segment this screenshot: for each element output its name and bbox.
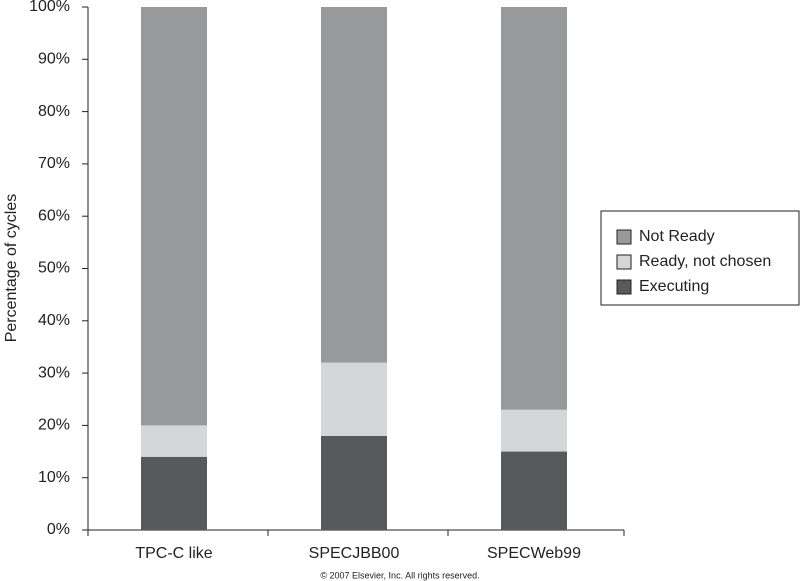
y-tick-label: 70%	[38, 155, 70, 172]
bar-segment	[141, 425, 207, 457]
y-tick-label: 100%	[29, 0, 70, 15]
legend-swatch	[616, 279, 632, 295]
y-tick-label: 10%	[38, 469, 70, 486]
x-tick-label: SPECJBB00	[309, 545, 400, 562]
bar-segment	[321, 362, 387, 436]
y-tick-label: 80%	[38, 103, 70, 120]
bar-segment	[501, 7, 567, 410]
bar-segment	[501, 409, 567, 452]
y-tick-label: 90%	[38, 51, 70, 68]
x-tick-label: TPC-C like	[135, 545, 212, 562]
legend-label: Ready, not chosen	[639, 253, 771, 270]
y-tick-label: 40%	[38, 312, 70, 329]
bar-segment	[321, 7, 387, 363]
y-tick-label: 0%	[47, 521, 70, 538]
legend-box	[600, 210, 800, 306]
y-tick-label: 60%	[38, 207, 70, 224]
y-tick-label: 20%	[38, 417, 70, 434]
legend-swatch	[616, 254, 632, 270]
x-tick-label: SPECWeb99	[487, 545, 581, 562]
legend-label: Executing	[639, 278, 709, 295]
legend-label: Not Ready	[639, 228, 715, 245]
y-tick-label: 30%	[38, 364, 70, 381]
bar-segment	[321, 435, 387, 530]
y-tick-label: 50%	[38, 260, 70, 277]
bar-segment	[141, 456, 207, 530]
bar-segment	[141, 7, 207, 426]
copyright: © 2007 Elsevier, Inc. All rights reserve…	[320, 570, 479, 580]
legend-swatch	[616, 229, 632, 245]
y-axis-label: Percentage of cycles	[3, 194, 20, 343]
bar-segment	[501, 451, 567, 530]
